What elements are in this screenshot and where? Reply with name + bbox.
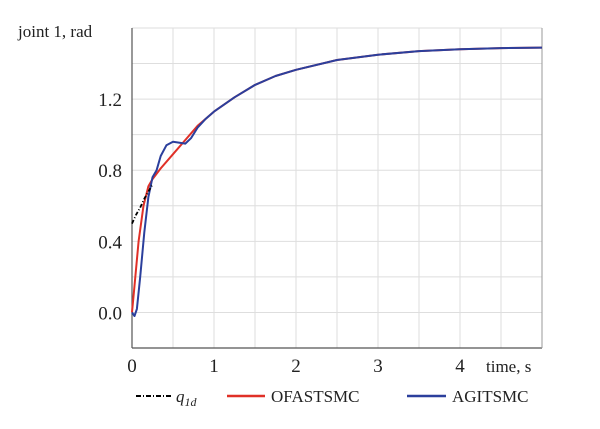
series-line-agitsmc [131, 46, 543, 317]
legend-label-q1d: q1d [176, 387, 198, 409]
legend-label-ofastsmc: OFASTSMC [271, 387, 360, 406]
x-tick-label: 1 [209, 356, 219, 377]
x-axis-label: time, s [486, 357, 531, 376]
series-lines [131, 46, 543, 317]
grid [131, 27, 543, 349]
x-tick-label: 3 [373, 356, 383, 377]
y-tick-label: 1.2 [98, 90, 122, 111]
x-tick-label: 0 [127, 356, 137, 377]
x-tick-label: 2 [291, 356, 301, 377]
legend-label-q1d-main: q [176, 387, 185, 406]
x-tick-label: 4 [455, 356, 465, 377]
ticks: 0.0 0.4 0.8 1.2 0 1 2 3 4 [98, 90, 465, 377]
y-tick-label: 0.0 [98, 303, 122, 324]
legend-label-agitsmc: AGITSMC [452, 387, 529, 406]
legend: q1d OFASTSMC AGITSMC [136, 387, 529, 409]
legend-label-q1d-subscript: 1d [185, 395, 198, 409]
series-line-q1d [131, 183, 154, 224]
y-tick-label: 0.4 [98, 232, 122, 253]
y-axis-label: joint 1, rad [17, 22, 93, 41]
y-tick-label: 0.8 [98, 161, 122, 182]
